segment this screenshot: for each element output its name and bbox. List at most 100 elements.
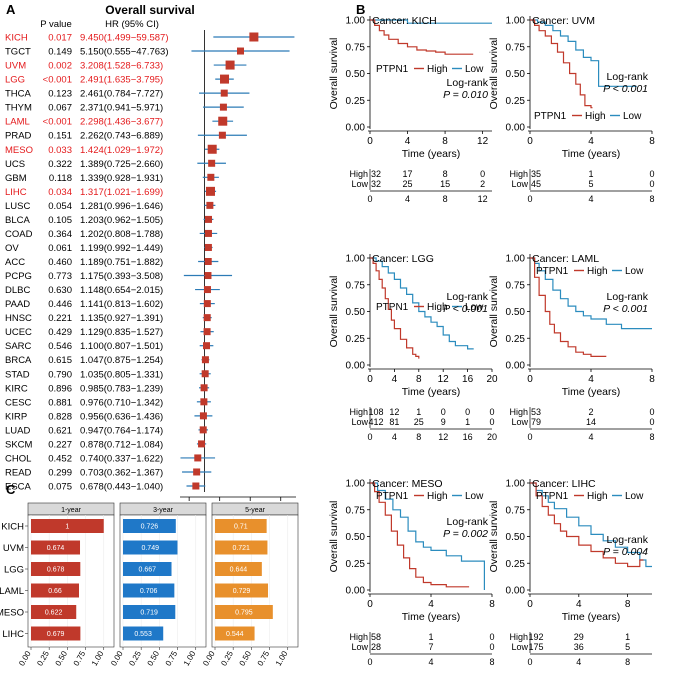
km-risk-low-label: Low [351,179,368,189]
km-curve-low [530,19,637,87]
km-risk-low-value: 0 [489,642,494,652]
auc-bar-label: 0.66 [48,588,62,595]
forest-cancer-label: BRCA [5,355,32,366]
forest-pvalue: 0.002 [48,61,72,72]
forest-hr-marker [237,47,245,55]
km-risk-tick-label: 20 [487,432,497,442]
auc-bar-label: 0.729 [233,588,251,595]
km-legend-title: PTPN1 [376,64,409,75]
forest-hr-marker [201,370,209,378]
auc-bar [31,583,79,598]
auc-x-tick-label: 0.75 [256,649,272,667]
km-x-tick-label: 8 [489,599,495,610]
forest-hr-text: 1.199(0.992−1.449) [80,243,163,254]
forest-pvalue: 0.322 [48,159,72,170]
km-legend-low-label: Low [465,64,484,75]
forest-pvalue: 0.221 [48,313,72,324]
km-legend-low-label: Low [625,266,644,277]
km-legend-low-label: Low [465,302,484,313]
km-y-tick-label: 0.50 [346,532,366,543]
auc-category-label: UVM [3,543,24,554]
km-risk-low-value: 9 [441,417,446,427]
forest-hr-text: 1.202(0.808−1.788) [80,229,163,240]
forest-hr-text: 1.317(1.021−1.699) [80,187,163,198]
forest-hr-marker [208,159,216,167]
km-legend-high-label: High [587,266,608,277]
km-curve-high [530,257,607,357]
km-risk-high-value: 108 [368,407,383,417]
forest-pvalue: 0.790 [48,369,72,380]
auc-x-tick-label: 0.00 [109,649,125,667]
forest-hr-marker [204,258,212,265]
km-y-tick-label: 0.00 [506,361,526,372]
km-y-label: Overall survival [488,501,500,573]
forest-pvalue: 0.364 [48,229,72,240]
forest-hr-marker [193,468,201,476]
auc-x-tick-label: 0.00 [201,649,217,667]
km-legend-low-label: Low [465,491,484,502]
km-y-tick-label: 0.25 [506,559,526,570]
forest-hr-text: 0.947(0.764−1.174) [80,425,163,436]
auc-bar-label: 0.553 [134,631,152,638]
forest-cancer-label: PRAD [5,131,32,142]
km-logrank-label: Log-rank [607,291,649,303]
km-risk-low-value: 0 [649,417,654,427]
km-logrank-label: Log-rank [607,534,649,546]
km-logrank-pvalue: P = 0.010 [443,89,488,101]
km-y-tick-label: 0.00 [506,123,526,134]
km-risk-high-value: 29 [574,632,584,642]
forest-hr-marker [220,74,230,84]
km-y-label: Overall survival [328,38,340,110]
auc-bar-label: 0.726 [141,524,159,531]
forest-pvalue: 0.615 [48,355,72,366]
forest-cancer-label: TGCT [5,47,31,58]
auc-x-tick-label: 0.75 [164,649,180,667]
forest-cancer-label: LGG [5,75,25,86]
auc-category-label: LAML [0,586,24,597]
km-x-tick-label: 4 [392,374,398,385]
km-risk-low-value: 5 [625,642,630,652]
forest-pvalue: 0.151 [48,131,72,142]
km-curve-low [530,257,652,330]
forest-hr-text: 1.339(0.928−1.931) [80,173,163,184]
panel-label-b: B [356,2,365,17]
km-cancer-title: Cancer: KICH [372,15,437,27]
forest-header-hr: HR (95% CI) [105,19,159,30]
auc-x-tick-label: 1.00 [274,649,290,667]
km-risk-tick-label: 0 [527,432,532,442]
km-y-tick-label: 0.00 [346,361,366,372]
forest-cancer-label: THCA [5,89,32,100]
auc-bar-label: 0.795 [235,610,253,617]
auc-bar [215,583,269,598]
forest-cancer-label: UCEC [5,327,32,338]
km-cancer-title: Cancer: MESO [372,478,443,490]
km-y-tick-label: 0.75 [346,42,366,53]
forest-hr-text: 2.461(0.784−7.727) [80,89,163,100]
forest-pvalue: 0.881 [48,397,72,408]
forest-cancer-label: ESCA [5,482,32,493]
km-y-tick-label: 0.75 [346,280,366,291]
forest-plot-panel: Overall survival P value HR (95% CI) KICH 0.… [5,3,296,515]
auc-bar-label: 0.71 [234,524,248,531]
km-risk-high-value: 1 [428,632,433,642]
km-x-tick-label: 0 [527,599,533,610]
forest-header-pvalue: P value [40,19,72,30]
km-y-tick-label: 0.75 [506,42,526,53]
auc-x-tick-label: 0.50 [54,649,70,667]
km-x-tick-label: 0 [367,599,373,610]
km-legend-high-label: High [427,491,448,502]
forest-pvalue: 0.773 [48,271,72,282]
auc-bar [123,583,175,598]
km-risk-high-label: High [349,169,368,179]
km-risk-low-value: 32 [371,179,381,189]
forest-hr-text: 0.678(0.443−1.040) [80,482,163,493]
forest-pvalue: 0.105 [48,215,72,226]
km-risk-tick-label: 0 [367,657,372,667]
km-risk-tick-label: 8 [416,432,421,442]
km-risk-tick-label: 4 [588,432,593,442]
km-legend-title: PTPN1 [534,111,567,122]
auc-bar [31,626,81,641]
km-y-tick-label: 0.75 [506,280,526,291]
